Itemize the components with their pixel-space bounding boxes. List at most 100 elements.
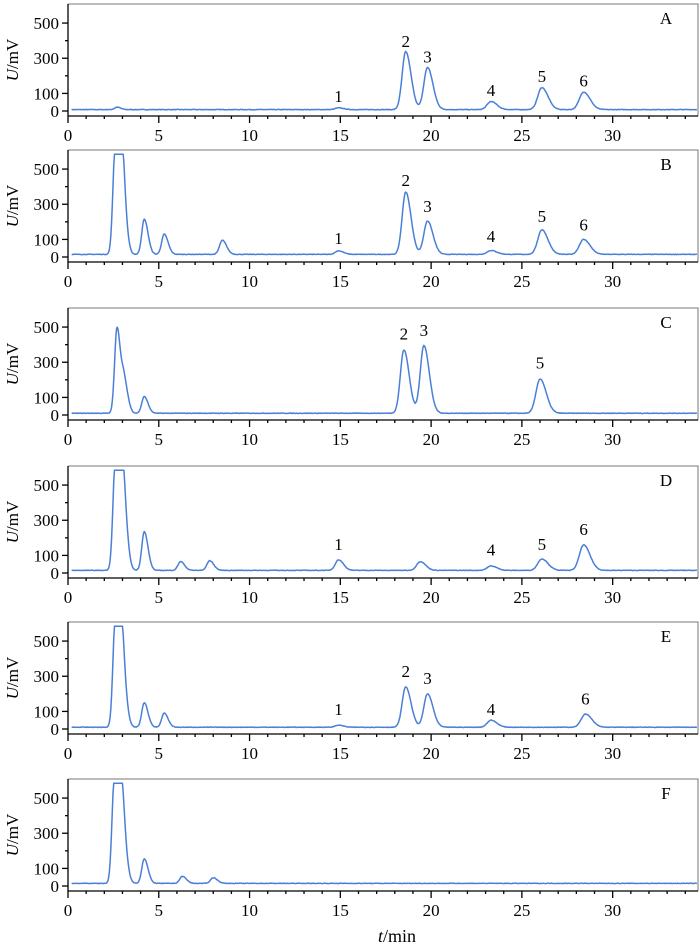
y-tick-label: 100: [34, 230, 60, 249]
y-tick-label: 500: [34, 160, 60, 179]
x-tick-label: 10: [241, 744, 258, 763]
x-tick-label: 20: [423, 901, 440, 920]
x-tick-label: 10: [241, 901, 258, 920]
y-axis-title-unit: /mV: [3, 38, 22, 69]
peak-label: 6: [579, 71, 588, 90]
chromatogram-trace: [71, 625, 698, 729]
x-tick-label: 5: [155, 272, 164, 291]
y-axis-title: U/mV: [3, 342, 22, 385]
x-tick-label: 25: [513, 272, 530, 291]
panel-letter: D: [660, 471, 672, 490]
y-axis-title: U/mV: [3, 38, 22, 81]
panel-frame: [68, 778, 699, 891]
y-axis-title-unit: /mV: [3, 656, 22, 687]
panel-letter: A: [660, 9, 673, 28]
x-tick-label: 5: [155, 901, 164, 920]
y-tick-label: 100: [34, 859, 60, 878]
y-tick-label: 300: [34, 353, 60, 372]
x-tick-label: 20: [423, 744, 440, 763]
x-tick-label: 5: [155, 588, 164, 607]
y-axis-title: U/mV: [3, 656, 22, 699]
peak-label: 3: [423, 197, 432, 216]
y-tick-label: 0: [51, 406, 60, 425]
peak-label: 6: [579, 216, 588, 235]
x-tick-label: 25: [513, 430, 530, 449]
y-tick-label: 500: [34, 14, 60, 33]
peak-label: 3: [420, 321, 429, 340]
x-tick-label: 20: [423, 430, 440, 449]
x-tick-label: 0: [64, 126, 73, 145]
x-tick-label: 25: [513, 588, 530, 607]
panel-frame: [68, 149, 699, 262]
panel-letter: E: [661, 627, 671, 646]
y-tick-label: 500: [34, 632, 60, 651]
x-axis-title-unit: /min: [383, 926, 416, 946]
y-axis-title-unit: /mV: [3, 342, 22, 373]
peak-label: 6: [581, 689, 590, 708]
y-tick-label: 500: [34, 789, 60, 808]
y-tick-label: 500: [34, 476, 60, 495]
x-tick-label: 15: [332, 744, 349, 763]
x-tick-label: 30: [604, 126, 621, 145]
panel-frame: [68, 621, 699, 734]
peak-label: 5: [536, 353, 545, 372]
panel-frame: [68, 465, 699, 578]
y-axis-title-variable: U: [3, 371, 22, 385]
x-tick-label: 15: [332, 430, 349, 449]
panel-letter: B: [660, 155, 671, 174]
x-tick-label: 30: [604, 901, 621, 920]
y-axis-title: U/mV: [3, 813, 22, 856]
peak-label: 2: [401, 171, 410, 190]
x-tick-label: 10: [241, 588, 258, 607]
y-tick-label: 500: [34, 318, 60, 337]
x-tick-label: 5: [155, 430, 164, 449]
peak-label: 1: [334, 229, 343, 248]
peak-label: 4: [487, 540, 496, 559]
x-tick-label: 0: [64, 430, 73, 449]
y-tick-label: 300: [34, 511, 60, 530]
x-tick-label: 15: [332, 272, 349, 291]
y-axis-title-variable: U: [3, 842, 22, 856]
x-tick-label: 30: [604, 744, 621, 763]
chromatogram-trace: [71, 50, 698, 111]
peak-label: 4: [487, 81, 496, 100]
panel-letter: F: [661, 784, 670, 803]
x-tick-label: 20: [423, 588, 440, 607]
peak-label: 3: [423, 669, 432, 688]
panel-frame: [68, 3, 699, 116]
peak-label: 5: [538, 67, 547, 86]
y-axis-title: U/mV: [3, 184, 22, 227]
x-tick-label: 10: [241, 430, 258, 449]
peak-label: 2: [400, 324, 409, 343]
x-tick-label: 0: [64, 588, 73, 607]
x-axis-title: t/min: [378, 926, 416, 946]
y-axis-title-unit: /mV: [3, 813, 22, 844]
peak-label: 3: [423, 48, 432, 67]
x-tick-label: 15: [332, 588, 349, 607]
peak-label: 1: [334, 535, 343, 554]
peak-label: 2: [401, 32, 410, 51]
y-tick-label: 100: [34, 702, 60, 721]
y-axis-title-variable: U: [3, 67, 22, 81]
x-tick-label: 20: [423, 126, 440, 145]
chromatogram-trace: [71, 153, 698, 256]
panel-letter: C: [660, 313, 671, 332]
x-tick-label: 0: [64, 272, 73, 291]
y-tick-label: 0: [51, 877, 60, 896]
y-axis-title: U/mV: [3, 500, 22, 543]
x-tick-label: 20: [423, 272, 440, 291]
x-tick-label: 0: [64, 744, 73, 763]
y-tick-label: 300: [34, 49, 60, 68]
x-tick-label: 5: [155, 744, 164, 763]
peak-label: 2: [401, 662, 410, 681]
panel-frame: [68, 307, 699, 420]
peak-label: 1: [334, 87, 343, 106]
x-tick-label: 30: [604, 588, 621, 607]
